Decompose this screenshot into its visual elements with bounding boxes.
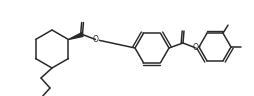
Polygon shape	[68, 33, 83, 39]
Text: O: O	[92, 35, 98, 44]
Text: O: O	[192, 43, 198, 53]
